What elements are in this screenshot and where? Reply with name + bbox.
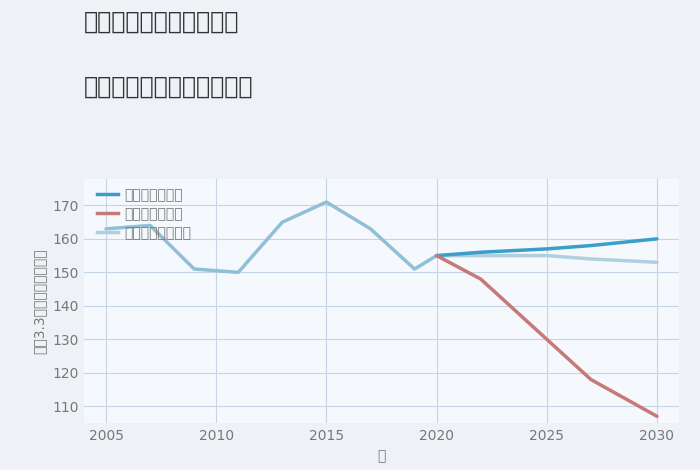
Legend: グッドシナリオ, バッドシナリオ, ノーマルシナリオ: グッドシナリオ, バッドシナリオ, ノーマルシナリオ (97, 188, 192, 240)
X-axis label: 年: 年 (377, 449, 386, 463)
Text: 兵庫県尼崎市武庫豊町の: 兵庫県尼崎市武庫豊町の (84, 9, 239, 33)
Text: 中古マンションの価格推移: 中古マンションの価格推移 (84, 75, 253, 99)
Y-axis label: 坪（3.3㎡）単価（万円）: 坪（3.3㎡）単価（万円） (32, 248, 46, 353)
